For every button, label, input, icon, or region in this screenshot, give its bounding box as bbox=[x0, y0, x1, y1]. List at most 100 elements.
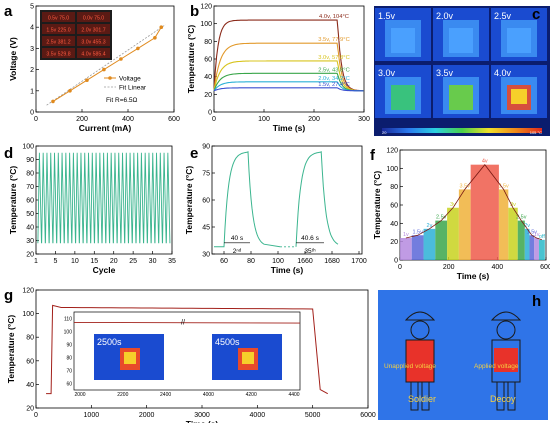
y-tick-label: 20 bbox=[26, 252, 34, 259]
x-tick-label: 1660 bbox=[297, 258, 313, 265]
x-tick-label: 3000 bbox=[194, 412, 210, 419]
x-tick-label: 35 bbox=[168, 258, 176, 265]
step-area bbox=[508, 207, 518, 260]
inset-x-tick: 2400 bbox=[160, 392, 171, 398]
x-axis-label: Time (s) bbox=[186, 419, 219, 423]
step-area bbox=[435, 220, 448, 260]
inset-x-tick: 4200 bbox=[246, 392, 257, 398]
decoy-heater bbox=[494, 348, 518, 372]
hot-region bbox=[391, 28, 415, 53]
voltage-label: 3.0v bbox=[378, 68, 396, 78]
x-axis-label: Time (s) bbox=[271, 265, 304, 275]
panel-a: 0 200 400 600 0 1 2 3 4 5 Current (mA) Voltage (V) 0… bbox=[8, 4, 180, 134]
y-tick-label: 60 bbox=[26, 198, 34, 205]
y-tick-label: 0 bbox=[394, 258, 398, 265]
step-label: 3v bbox=[450, 202, 456, 208]
x-tick-label: 400 bbox=[491, 264, 503, 271]
y-tick-label: 4 bbox=[30, 25, 34, 32]
left-leg bbox=[496, 381, 505, 411]
readout-text: 4.0v 585.4 bbox=[81, 52, 105, 58]
scale-max-label: 105 °C bbox=[530, 130, 542, 135]
y-tick-label: 50 bbox=[26, 211, 34, 218]
x-tick-label: 30 bbox=[149, 258, 157, 265]
y-tick-label: 30 bbox=[202, 252, 210, 259]
x-tick-label: 5000 bbox=[305, 412, 321, 419]
x-tick-label: 100 bbox=[258, 116, 270, 123]
y-axis-label: Temperature (°C) bbox=[186, 25, 196, 94]
y-tick-label: 45 bbox=[202, 225, 210, 232]
readout-cell bbox=[77, 48, 110, 58]
readout-text: 2.5v 381.2 bbox=[46, 40, 70, 46]
series-line bbox=[213, 87, 364, 92]
step-area bbox=[534, 238, 539, 260]
step-area bbox=[517, 220, 525, 260]
y-tick-label: 80 bbox=[390, 184, 398, 191]
y-tick-label: 90 bbox=[202, 144, 210, 151]
y-tick-label: 120 bbox=[22, 288, 34, 295]
y-tick-label: 70 bbox=[26, 184, 34, 191]
x-tick-label: 0 bbox=[212, 116, 216, 123]
x-axis-label: Cycle bbox=[93, 265, 116, 275]
y-tick-label: 90 bbox=[26, 157, 34, 164]
step-label: 3.5v bbox=[498, 183, 509, 189]
decoy-label: Decoy bbox=[490, 394, 516, 404]
legend-voltage-label: Voltage bbox=[119, 76, 141, 83]
y-axis-label: Temperature (°C) bbox=[8, 166, 18, 235]
y-tick-label: 100 bbox=[200, 21, 212, 28]
step-area bbox=[447, 207, 459, 260]
x-tick-label: 0 bbox=[398, 264, 402, 271]
y-axis-label: Voltage (V) bbox=[8, 37, 18, 81]
series-label: 2.5v, 43.8°C bbox=[318, 67, 350, 73]
soldier-label: Soldier bbox=[408, 394, 436, 404]
x-tick-label: 100 bbox=[272, 258, 284, 265]
x-tick-label: 1700 bbox=[351, 258, 367, 265]
unapplied-label: Unapplied voltage bbox=[384, 363, 436, 370]
series-line bbox=[213, 72, 364, 92]
x-tick-label: 1000 bbox=[84, 412, 100, 419]
y-tick-label: 20 bbox=[204, 92, 212, 99]
soldier-figure bbox=[404, 311, 436, 411]
step-label: 1v bbox=[403, 232, 409, 238]
panel-d: 1 5 10 15 20 25 30 352030405060708090100CycleTe… bbox=[8, 144, 176, 276]
camouflage-scene bbox=[378, 290, 548, 420]
step-area bbox=[524, 228, 530, 260]
x-tick-label: 1680 bbox=[324, 258, 340, 265]
inset-x-tick: 4000 bbox=[203, 392, 214, 398]
step-area bbox=[498, 189, 509, 260]
series-label: 1.5v, 27.4°C bbox=[318, 82, 350, 88]
inset-time-label: 2500s bbox=[97, 337, 122, 347]
readout-text: 1.5v 225.0 bbox=[46, 28, 70, 34]
temperature-line bbox=[405, 164, 543, 241]
x-tick-label: 4000 bbox=[250, 412, 266, 419]
legend-fit-label: Fit Linear bbox=[119, 85, 147, 92]
panel-b: 0 100 200 300 0 20 40 60 80 100 120 Time (s) Tempera… bbox=[186, 4, 370, 134]
panel-letter-c: c bbox=[532, 6, 540, 23]
duration-label-2nd: 40 s bbox=[231, 235, 244, 242]
inset-x-tick: 2000 bbox=[74, 392, 85, 398]
x-tick-label: 0 bbox=[34, 412, 38, 419]
voltage-label: 4.0v bbox=[494, 68, 512, 78]
cycle-label-35th: 35ᵗʰ bbox=[304, 248, 316, 255]
panel-letter-a: a bbox=[4, 3, 13, 20]
x-tick-label: 15 bbox=[90, 258, 98, 265]
x-tick-label: 0 bbox=[34, 116, 38, 123]
voltage-label: 1.5v bbox=[378, 11, 396, 21]
x-tick-label: 1 bbox=[34, 258, 38, 265]
inset-hot-core bbox=[242, 352, 254, 364]
inset-y-tick: 60 bbox=[66, 382, 72, 388]
pulse-35th bbox=[295, 151, 339, 247]
y-tick-label: 75 bbox=[202, 171, 210, 178]
readout-cell bbox=[42, 48, 75, 58]
y-axis-label: Temperature (°C) bbox=[184, 166, 194, 235]
voltage-label: 2.0v bbox=[436, 11, 454, 21]
panel-h: Unapplied voltage Applied voltage Soldier D… bbox=[378, 290, 548, 420]
voltage-point bbox=[102, 67, 106, 72]
step-label: 2v bbox=[524, 223, 530, 229]
step-label: 2.5v bbox=[436, 215, 447, 221]
x-tick-label: 5 bbox=[53, 258, 57, 265]
hot-core bbox=[511, 89, 527, 104]
series-line bbox=[213, 60, 364, 92]
x-tick-label: 6000 bbox=[360, 412, 376, 419]
x-tick-label: 600 bbox=[540, 264, 550, 271]
panel-f: 0 200 400 600 0 20 40 60 80 100 120 Time (s) Tempera… bbox=[372, 148, 550, 282]
